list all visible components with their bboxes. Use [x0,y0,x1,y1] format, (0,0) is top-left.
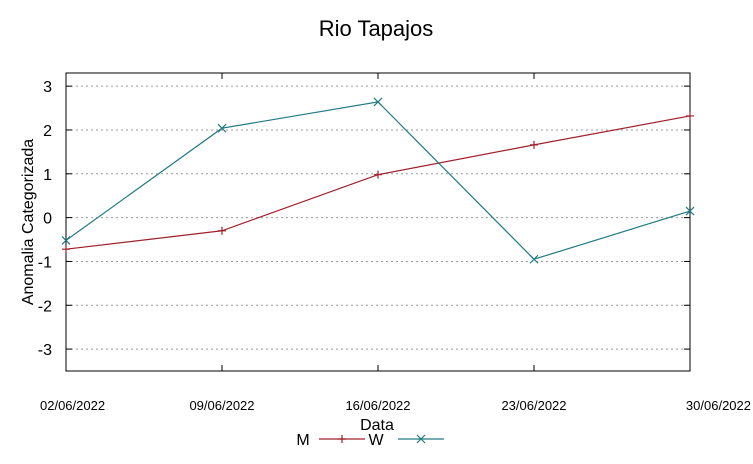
legend-item: M [296,432,365,449]
legend-label: W [368,432,384,449]
legend-marker [416,434,426,444]
data-point [530,140,538,149]
x-tick-label: 16/06/2022 [345,398,410,413]
series-lines [61,97,695,264]
x-axis-label: Data [360,417,394,434]
y-tick-label: 0 [43,211,52,228]
y-tick-label: -2 [38,298,52,315]
data-point [62,245,70,254]
x-tick-label: 02/06/2022 [40,398,105,413]
legend-label: M [296,432,309,449]
chart-title: Rio Tapajos [319,16,434,41]
data-point [218,226,226,235]
legend-item: W [368,432,444,449]
data-point [529,254,539,264]
data-point [374,170,382,179]
y-axis-ticks: 3 2 1 0 -1 -2 -3 [38,79,690,359]
data-point [217,123,227,133]
data-point [686,111,694,120]
y-tick-label: -1 [38,254,52,271]
x-tick-label: 23/06/2022 [501,398,566,413]
x-tick-label: 09/06/2022 [189,398,254,413]
y-tick-label: 3 [43,79,52,96]
y-tick-label: 2 [43,123,52,140]
grid-lines [66,85,690,350]
y-axis-label: Anomalia Categorizada [20,139,37,305]
y-tick-label: -3 [38,342,52,359]
data-point [373,97,383,107]
data-point [685,206,695,216]
legend-marker [338,435,346,443]
series-M [62,111,694,254]
x-tick-label: 30/06/2022 [686,398,751,413]
series-W [61,97,695,264]
y-tick-label: 1 [43,167,52,184]
x-axis-ticks: 02/06/2022 09/06/2022 16/06/2022 23/06/2022… [40,73,751,413]
data-point [61,235,71,245]
